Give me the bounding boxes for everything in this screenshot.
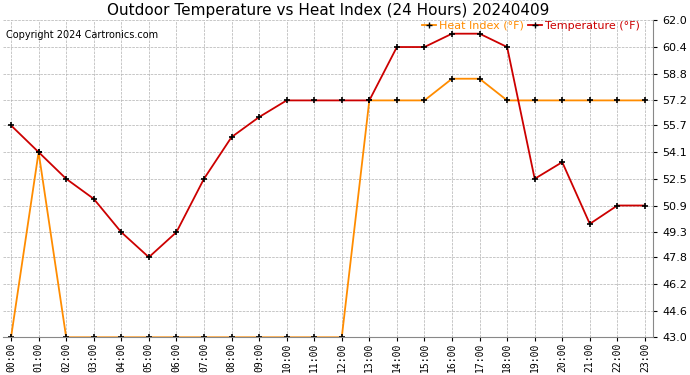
Legend: Heat Index (°F), Temperature (°F): Heat Index (°F), Temperature (°F): [418, 16, 644, 35]
Title: Outdoor Temperature vs Heat Index (24 Hours) 20240409: Outdoor Temperature vs Heat Index (24 Ho…: [107, 3, 549, 18]
Text: Copyright 2024 Cartronics.com: Copyright 2024 Cartronics.com: [6, 30, 158, 40]
